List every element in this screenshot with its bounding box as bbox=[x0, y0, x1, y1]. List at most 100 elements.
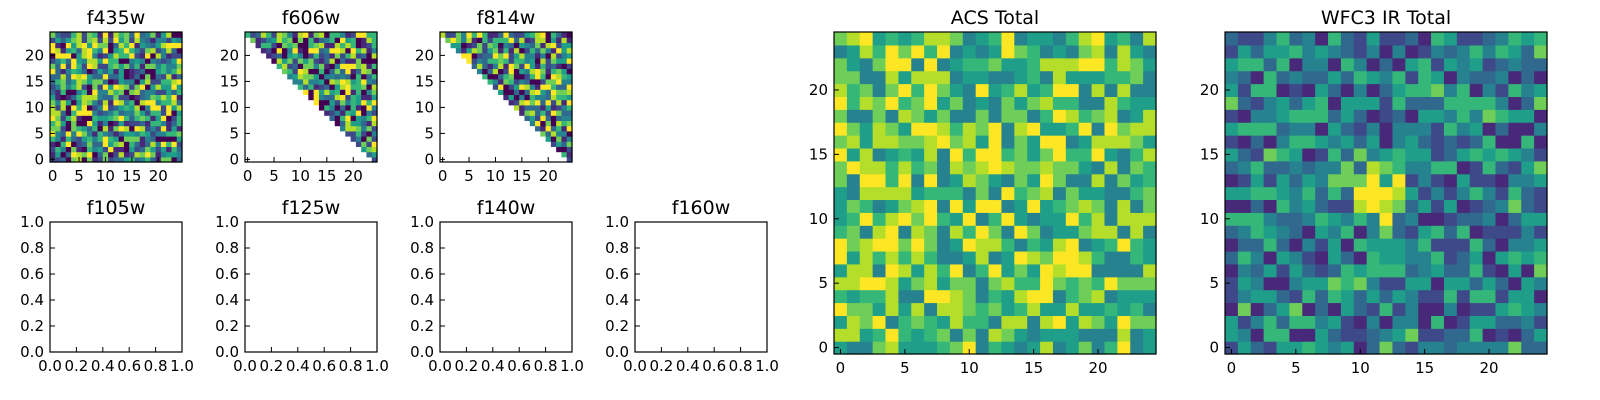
acs-total-pixel bbox=[1001, 70, 1015, 85]
f814w-pixel bbox=[487, 32, 494, 38]
wfc3-ir-total-pixel bbox=[1534, 238, 1548, 252]
acs-total-pixel bbox=[975, 212, 990, 226]
acs-total-pixel bbox=[846, 96, 861, 110]
f814w-pixel bbox=[471, 37, 478, 43]
f435w-pixel bbox=[60, 99, 67, 106]
f814w-pixel bbox=[535, 115, 541, 121]
f814w-pixel bbox=[492, 78, 499, 85]
f814w-pixel bbox=[476, 63, 483, 69]
f606w-pixel bbox=[371, 73, 378, 80]
f435w-pixel bbox=[71, 94, 77, 101]
f606w-pixel bbox=[324, 42, 331, 49]
acs-total-pixel bbox=[949, 160, 964, 175]
acs-total-pixel bbox=[1001, 186, 1015, 201]
f606w-pixel bbox=[361, 141, 368, 147]
f606w-pixel bbox=[334, 78, 341, 85]
f435w-pixel bbox=[65, 99, 72, 106]
f814w-pixel bbox=[524, 68, 531, 75]
acs-total-pixel bbox=[1078, 186, 1093, 201]
wfc3-ir-total-pixel bbox=[1405, 44, 1419, 59]
acs-total-pixel bbox=[1104, 212, 1118, 226]
f435w-pixel bbox=[113, 68, 120, 75]
acs-total-pixel bbox=[885, 173, 899, 188]
acs-total-pixel bbox=[1014, 83, 1028, 97]
wfc3-ir-total-pixel bbox=[1315, 315, 1329, 329]
f606w-pixel bbox=[366, 120, 373, 127]
acs-total-pixel bbox=[1052, 289, 1067, 304]
acs-total-pixel bbox=[872, 135, 887, 149]
acs-total-pixel bbox=[885, 302, 899, 316]
f435w-pixel bbox=[160, 63, 167, 69]
f435w-pixel bbox=[65, 63, 72, 69]
acs-total-pixel bbox=[924, 173, 938, 188]
acs-total-pixel bbox=[898, 44, 912, 59]
f435w-pixel bbox=[113, 52, 120, 59]
wfc3-ir-total-pixel bbox=[1456, 135, 1471, 149]
f435w-pixel bbox=[160, 47, 167, 54]
acs-total-pixel bbox=[975, 250, 990, 265]
f814w-pixel bbox=[556, 115, 563, 121]
acs-total-pixel bbox=[988, 212, 1003, 226]
acs-total-xtick-label: 5 bbox=[900, 359, 910, 377]
f435w-pixel bbox=[97, 94, 104, 101]
acs-total-pixel bbox=[911, 122, 925, 136]
f435w-pixel bbox=[113, 32, 120, 38]
wfc3-ir-total-pixel bbox=[1302, 147, 1316, 162]
f435w-pixel bbox=[123, 52, 130, 59]
f814w-pixel bbox=[450, 32, 457, 38]
wfc3-ir-total-pixel bbox=[1521, 302, 1535, 316]
f606w-pixel bbox=[361, 32, 368, 38]
acs-total-pixel bbox=[1014, 135, 1028, 149]
f606w-pixel bbox=[334, 68, 341, 75]
f606w-pixel bbox=[355, 32, 362, 38]
f814w-pixel bbox=[508, 32, 515, 38]
wfc3-ir-total-axes-frame bbox=[1224, 31, 1548, 355]
f435w-pixel bbox=[55, 89, 62, 95]
f814w-pixel bbox=[508, 37, 515, 43]
f606w-pixel bbox=[350, 104, 357, 111]
f435w-pixel bbox=[160, 110, 167, 116]
f125w-xtick-label: 0.2 bbox=[259, 357, 283, 375]
acs-total-pixel bbox=[1143, 276, 1157, 291]
f435w-pixel bbox=[123, 32, 130, 38]
acs-total-pixel bbox=[975, 173, 990, 188]
wfc3-ir-total-pixel bbox=[1225, 160, 1239, 175]
f606w-pixel bbox=[318, 99, 325, 106]
f435w-pixel bbox=[129, 146, 136, 153]
f606w-pixel bbox=[371, 130, 378, 137]
wfc3-ir-total-pixel bbox=[1482, 57, 1497, 72]
wfc3-ir-total-ytick-label: 10 bbox=[1200, 210, 1219, 228]
f606w-pixel bbox=[308, 47, 315, 54]
acs-total-pixel bbox=[1040, 83, 1054, 97]
f140w-ytick-label: 0.8 bbox=[410, 239, 434, 257]
wfc3-ir-total-pixel bbox=[1508, 160, 1522, 175]
acs-total-pixel bbox=[1065, 289, 1080, 304]
acs-total-pixel bbox=[885, 250, 899, 265]
acs-total-pixel bbox=[975, 341, 990, 355]
wfc3-ir-total-pixel bbox=[1250, 276, 1265, 291]
acs-total-pixel bbox=[949, 276, 964, 291]
f435w-pixel bbox=[155, 110, 162, 116]
f435w-pixel bbox=[60, 63, 67, 69]
f435w-pixel bbox=[65, 110, 72, 116]
f435w-pixel bbox=[176, 151, 183, 158]
wfc3-ir-total-pixel bbox=[1431, 173, 1445, 188]
f435w-pixel bbox=[171, 89, 178, 95]
f435w-pixel bbox=[108, 104, 114, 111]
f435w-pixel bbox=[55, 37, 62, 43]
f435w-pixel bbox=[171, 151, 178, 158]
f814w-pixel bbox=[561, 136, 568, 142]
f606w-pixel bbox=[303, 58, 309, 64]
f606w-pixel bbox=[361, 130, 368, 137]
wfc3-ir-total-pixel bbox=[1289, 32, 1303, 46]
f814w-pixel bbox=[561, 68, 568, 75]
wfc3-ir-total-pixel bbox=[1263, 302, 1278, 316]
acs-total-pixel bbox=[1052, 32, 1067, 46]
f606w-pixel bbox=[345, 99, 352, 106]
acs-total-pixel bbox=[911, 212, 925, 226]
wfc3-ir-total-pixel bbox=[1379, 341, 1394, 355]
wfc3-ir-total-pixel bbox=[1340, 44, 1355, 59]
f435w-pixel bbox=[123, 89, 130, 95]
f435w-pixel bbox=[86, 63, 93, 69]
